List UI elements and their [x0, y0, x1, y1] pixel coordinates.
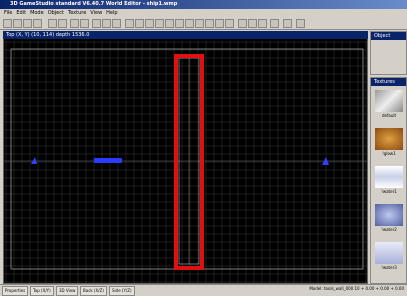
view-tab[interactable]: Side (Y/Z) [109, 286, 135, 296]
texture-thumbnail[interactable] [375, 128, 403, 150]
menu-item[interactable]: View [90, 10, 102, 16]
view-tab[interactable]: Properties [2, 286, 28, 296]
texture-label: !water3 [375, 265, 403, 270]
title-bar: 3D GameStudio standard V6.40.7 World Edi… [0, 0, 407, 9]
toolbar-button[interactable] [296, 19, 305, 28]
menu-item[interactable]: Edit [16, 10, 26, 16]
view-tab[interactable]: Back (X/Z) [80, 286, 107, 296]
texture-panel: Textures default !glow1 !water1 !water2 !wat… [370, 77, 407, 284]
toolbar-button[interactable] [238, 19, 247, 28]
toolbar-button[interactable] [175, 19, 184, 28]
toolbar-button[interactable] [135, 19, 144, 28]
status-text: Model: tools_wall_000.10 + 0.00 + 0.00 +… [309, 285, 404, 293]
toolbar-button[interactable] [70, 19, 79, 28]
viewport[interactable] [3, 31, 368, 284]
toolbar-button[interactable] [225, 19, 234, 28]
toolbar-button[interactable] [80, 19, 89, 28]
toolbar-button[interactable] [102, 19, 111, 28]
menu-item[interactable]: File [4, 10, 12, 16]
menu-item[interactable]: Texture [68, 10, 86, 16]
menu-item[interactable]: Mode [30, 10, 44, 16]
toolbar-button[interactable] [125, 19, 134, 28]
toolbar-button[interactable] [112, 19, 121, 28]
app-window: {"window": {"title": "3D GameStudio stan… [0, 0, 407, 294]
toolbar-button[interactable] [3, 19, 12, 28]
toolbar-button[interactable] [23, 19, 32, 28]
toolbar-button[interactable] [248, 19, 257, 28]
toolbar-button[interactable] [258, 19, 267, 28]
view-tab[interactable]: Top (X/Y) [30, 286, 54, 296]
toolbar-button[interactable] [283, 19, 292, 28]
texture-label: !water2 [375, 227, 403, 232]
toolbar-button[interactable] [270, 19, 279, 28]
toolbar-button[interactable] [165, 19, 174, 28]
toolbar-button[interactable] [33, 19, 42, 28]
menu-bar: File Edit Mode Object Texture View Help [0, 9, 407, 17]
panel-title: Object [371, 32, 406, 40]
toolbar-button[interactable] [92, 19, 101, 28]
toolbar [0, 17, 407, 30]
viewport-title: Top (X, Y) (10, 114) depth 1536.0 [3, 31, 368, 39]
texture-label: !water1 [375, 189, 403, 194]
texture-label: !glow1 [375, 151, 403, 156]
menu-item[interactable]: Object [48, 10, 64, 16]
texture-thumbnail[interactable] [375, 204, 403, 226]
entity [94, 158, 122, 163]
object-panel: Object [370, 31, 407, 75]
toolbar-button[interactable] [155, 19, 164, 28]
toolbar-button[interactable] [48, 19, 57, 28]
texture-label: default [375, 113, 403, 118]
texture-thumbnail[interactable] [375, 90, 403, 112]
texture-thumbnail[interactable] [375, 166, 403, 188]
menu-item[interactable]: Help [106, 10, 117, 16]
toolbar-button[interactable] [205, 19, 214, 28]
view-tab[interactable]: 3D View [56, 286, 78, 296]
toolbar-button[interactable] [145, 19, 154, 28]
entity [31, 157, 37, 164]
toolbar-button[interactable] [58, 19, 67, 28]
toolbar-button[interactable] [215, 19, 224, 28]
toolbar-button[interactable] [13, 19, 22, 28]
toolbar-button[interactable] [195, 19, 204, 28]
toolbar-button[interactable] [185, 19, 194, 28]
texture-thumbnail[interactable] [375, 242, 403, 264]
panel-title: Textures [371, 78, 406, 86]
